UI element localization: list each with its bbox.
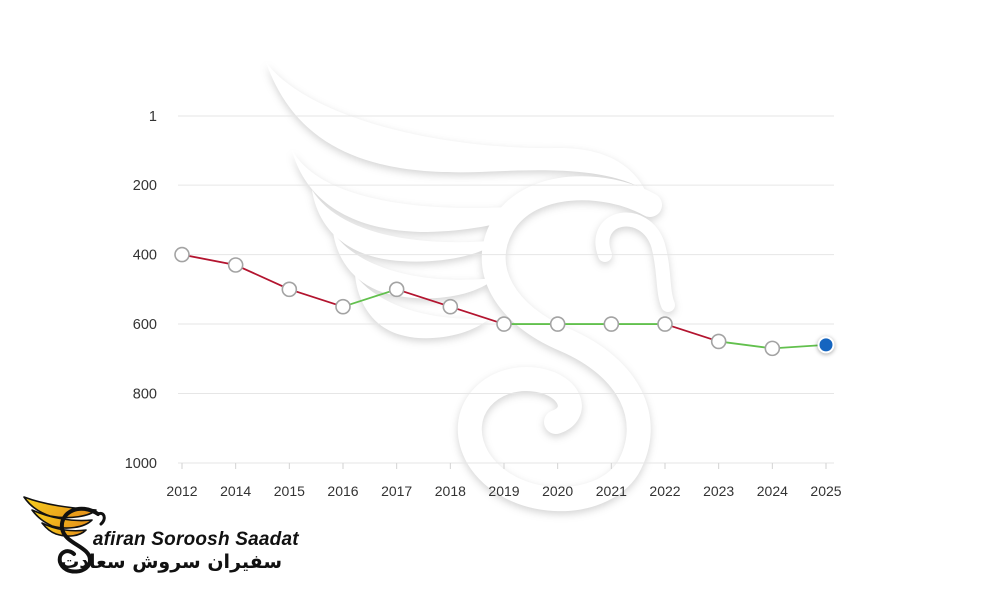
data-point[interactable] [174, 246, 190, 263]
y-tick-label: 1 [149, 109, 157, 125]
watermark-feather [355, 275, 490, 339]
y-tick-label: 600 [133, 317, 157, 333]
watermark-logo [266, 62, 675, 512]
x-tick-label: 2025 [810, 483, 841, 499]
line-series [181, 253, 827, 350]
data-points [174, 246, 835, 357]
watermark-feather [292, 150, 540, 232]
brand-name-persian: سفیران سروش سعادت [60, 551, 282, 573]
line-segment [717, 340, 774, 350]
x-tick-label: 2016 [327, 483, 358, 499]
x-tick-label: 2022 [649, 483, 680, 499]
y-tick-label: 400 [133, 248, 157, 264]
line-segment [288, 288, 344, 308]
data-point[interactable] [549, 316, 566, 332]
data-point[interactable] [388, 281, 405, 298]
line-segment [234, 264, 291, 291]
x-tick-label: 2014 [220, 483, 251, 499]
data-point[interactable] [335, 298, 351, 315]
line-segment [664, 323, 720, 343]
x-tick-label: 2020 [542, 483, 573, 499]
watermark-swan-body [457, 176, 662, 512]
line-segment [395, 288, 452, 308]
data-point[interactable] [603, 316, 620, 332]
line-segment [181, 253, 237, 266]
brand-logo [23, 496, 106, 574]
line-segment [342, 288, 398, 308]
x-tick-label: 2017 [381, 483, 412, 499]
brand-name-english: Safiran Soroosh Saadat [80, 529, 299, 550]
y-tick-label: 200 [133, 178, 157, 194]
data-point[interactable] [657, 316, 673, 332]
x-tick-label: 2023 [703, 483, 734, 499]
line-segment [771, 344, 827, 350]
data-point[interactable] [227, 257, 244, 273]
y-axis: 1 200 400 600 800 1000 [125, 109, 157, 472]
y-tick-label: 800 [133, 387, 157, 403]
x-tick-label: 2018 [435, 483, 466, 499]
watermark-swan-head [595, 212, 675, 312]
data-point[interactable] [710, 333, 727, 350]
data-point[interactable] [281, 281, 298, 298]
x-tick-label: 2015 [274, 483, 305, 499]
watermark-feather [266, 62, 645, 190]
x-axis: 2012 2014 2015 2016 2017 2018 2019 2020 2021 2022… [166, 463, 842, 499]
x-tick-label: 2021 [596, 483, 627, 499]
watermark-feather [312, 190, 500, 262]
data-point-highlighted[interactable] [817, 336, 835, 354]
x-tick-label: 2024 [757, 483, 788, 499]
data-point[interactable] [442, 298, 459, 315]
data-point[interactable] [764, 340, 781, 357]
data-point[interactable] [496, 316, 512, 332]
brand-logo-swan-icon [57, 506, 106, 574]
x-tick-label: 2012 [166, 483, 197, 499]
watermark-feather [333, 232, 495, 299]
line-segment [449, 305, 505, 325]
x-tick-label: 2019 [488, 483, 519, 499]
y-tick-label: 1000 [125, 456, 157, 472]
